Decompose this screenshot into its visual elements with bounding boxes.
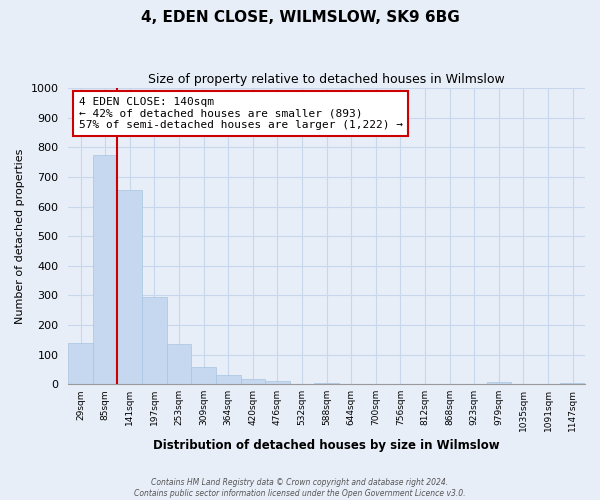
Bar [167, 344, 191, 384]
Text: 4 EDEN CLOSE: 140sqm
← 42% of detached houses are smaller (893)
57% of semi-deta: 4 EDEN CLOSE: 140sqm ← 42% of detached h… [79, 97, 403, 130]
Bar [265, 381, 290, 384]
Bar [93, 154, 118, 384]
Y-axis label: Number of detached properties: Number of detached properties [15, 148, 25, 324]
Bar [191, 368, 216, 384]
Bar [487, 382, 511, 384]
Text: Contains HM Land Registry data © Crown copyright and database right 2024.
Contai: Contains HM Land Registry data © Crown c… [134, 478, 466, 498]
Bar [241, 379, 265, 384]
Bar [68, 342, 93, 384]
Bar [142, 297, 167, 384]
Text: 4, EDEN CLOSE, WILMSLOW, SK9 6BG: 4, EDEN CLOSE, WILMSLOW, SK9 6BG [140, 10, 460, 25]
Bar [216, 376, 241, 384]
Bar [314, 382, 339, 384]
X-axis label: Distribution of detached houses by size in Wilmslow: Distribution of detached houses by size … [154, 440, 500, 452]
Bar [560, 382, 585, 384]
Bar [118, 190, 142, 384]
Title: Size of property relative to detached houses in Wilmslow: Size of property relative to detached ho… [148, 72, 505, 86]
